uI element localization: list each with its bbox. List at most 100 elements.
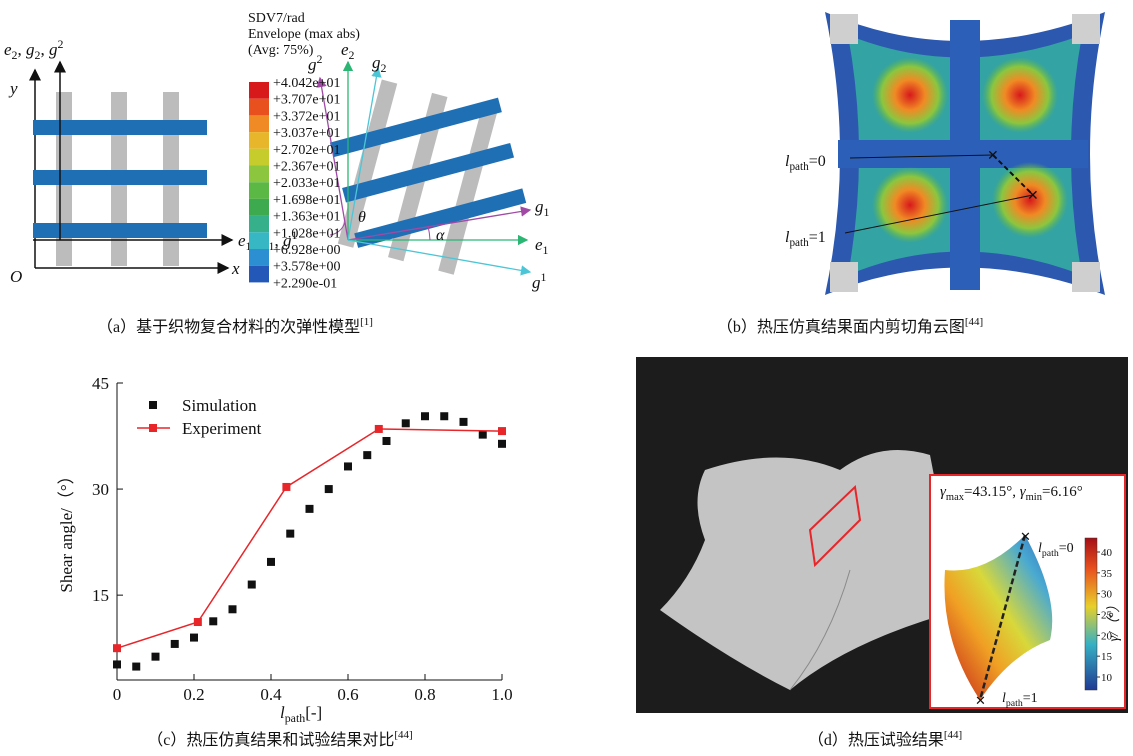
legend-label: +6.928e+00 bbox=[273, 243, 341, 258]
x-tick-label: 0.4 bbox=[260, 685, 282, 704]
legend-marker bbox=[149, 401, 157, 409]
subscript: 2 bbox=[381, 61, 387, 75]
symbol-label: e1 bbox=[535, 235, 549, 257]
legend-label: +3.707e+01 bbox=[273, 93, 341, 108]
subscript: 1 bbox=[543, 243, 549, 257]
symbol-label: lpath=1 bbox=[785, 229, 826, 249]
legend-swatch bbox=[249, 249, 269, 266]
colorbar-tick-label: 10 bbox=[1101, 672, 1113, 684]
data-point bbox=[113, 660, 121, 668]
data-point bbox=[171, 640, 179, 648]
legend-swatch bbox=[249, 266, 269, 283]
caption: （d）热压试验结果[44] bbox=[808, 729, 962, 749]
subscript: min bbox=[1026, 492, 1043, 503]
subscript: path bbox=[285, 711, 306, 725]
subscript: max bbox=[946, 492, 965, 503]
legend-title: Envelope (max abs) bbox=[248, 27, 360, 42]
symbol-label: lpath[-] bbox=[280, 703, 322, 725]
x-tick-label: 0.2 bbox=[183, 685, 204, 704]
y-axis-title: Shear angle/（°） bbox=[57, 467, 76, 592]
caption: （b）热压仿真结果面内剪切角云图[44] bbox=[717, 316, 983, 336]
figure: e2, g2, g2e1, g1, g1yxOg2e2g2g1e1g1θα（a）… bbox=[0, 0, 1133, 756]
legend-label: +2.367e+01 bbox=[273, 160, 341, 175]
data-point bbox=[440, 412, 448, 420]
symbol-label: g2 bbox=[372, 53, 387, 75]
symbol-rest: =1 bbox=[1023, 691, 1038, 706]
legend-swatch bbox=[249, 99, 269, 116]
caption: （a）基于织物复合材料的次弹性模型[1] bbox=[97, 316, 373, 336]
data-point bbox=[498, 440, 506, 448]
legend-swatch bbox=[249, 182, 269, 199]
caption-ref: [44] bbox=[394, 729, 412, 741]
marker-x: ✕ bbox=[1020, 529, 1031, 544]
panel-d: γmax=43.15°, γmin=6.16°lpath=0lpath=1✕✕1… bbox=[636, 357, 1128, 749]
legend-swatch bbox=[249, 132, 269, 149]
legend-label: +1.698e+01 bbox=[273, 193, 341, 208]
caption-text: （a）基于织物复合材料的次弹性模型 bbox=[97, 318, 360, 336]
legend-label: +1.363e+01 bbox=[273, 210, 341, 225]
data-point bbox=[460, 418, 468, 426]
y-tick-label: 30 bbox=[92, 480, 109, 499]
colorbar-tick-label: 35 bbox=[1101, 568, 1113, 580]
caption-ref: [1] bbox=[360, 316, 373, 328]
symbol-letter: g bbox=[532, 273, 541, 292]
legend-swatch bbox=[249, 149, 269, 166]
x-tick-label: 0.6 bbox=[337, 685, 358, 704]
symbol-rest: =6.16° bbox=[1042, 484, 1083, 500]
x-tick-label: 0 bbox=[113, 685, 122, 704]
data-point bbox=[248, 581, 256, 589]
subscript: 1 bbox=[544, 205, 550, 219]
legend-title: (Avg: 75%) bbox=[248, 43, 314, 58]
subscript: path bbox=[789, 161, 809, 173]
caption-text: （c）热压仿真结果和试验结果对比 bbox=[147, 731, 394, 749]
subscript: 2 bbox=[349, 48, 355, 62]
caption-ref: [44] bbox=[965, 316, 983, 328]
x-tick-label: 0.8 bbox=[414, 685, 435, 704]
legend-marker bbox=[149, 424, 157, 432]
data-point bbox=[375, 425, 383, 433]
data-point bbox=[479, 431, 487, 439]
series-line bbox=[117, 429, 502, 648]
caption-ref: [44] bbox=[944, 729, 962, 741]
symbol-letter: g bbox=[372, 53, 381, 72]
legend-label: Simulation bbox=[182, 396, 257, 415]
legend-swatch bbox=[249, 199, 269, 216]
separator: , bbox=[18, 40, 27, 59]
legend-label: +4.042e+01 bbox=[273, 76, 341, 91]
legend-label: +3.372e+01 bbox=[273, 109, 341, 124]
symbol-letter: g bbox=[535, 197, 544, 216]
data-point bbox=[325, 485, 333, 493]
marker-x: ✕ bbox=[987, 149, 999, 164]
symbol-letter: g bbox=[26, 40, 35, 59]
data-point bbox=[306, 505, 314, 513]
symbol-rest: [-] bbox=[305, 703, 322, 722]
separator: , bbox=[40, 40, 49, 59]
symbol-rest: =1 bbox=[809, 229, 826, 246]
subscript: path bbox=[1042, 548, 1059, 559]
legend-swatch bbox=[249, 166, 269, 183]
data-point bbox=[498, 427, 506, 435]
superscript: 2 bbox=[57, 37, 63, 51]
legend-swatch bbox=[249, 232, 269, 249]
y-tick-label: 15 bbox=[92, 586, 109, 605]
symbol-rest: =0 bbox=[809, 153, 826, 170]
symbol-label: e2 bbox=[341, 40, 355, 62]
symbol-letter: g bbox=[49, 40, 58, 59]
theta-label: θ bbox=[358, 209, 366, 226]
origin-label: O bbox=[10, 267, 22, 286]
legend-swatch bbox=[249, 115, 269, 132]
marker-x: ✕ bbox=[975, 693, 986, 708]
x-axis-label: x bbox=[231, 259, 240, 278]
caption-text: （b）热压仿真结果面内剪切角云图 bbox=[717, 318, 965, 336]
data-point bbox=[383, 437, 391, 445]
data-point bbox=[152, 653, 160, 661]
marker-x: ✕ bbox=[1027, 189, 1039, 204]
legend-swatch bbox=[249, 82, 269, 99]
legend-label: +2.702e+01 bbox=[273, 143, 341, 158]
data-point bbox=[286, 530, 294, 538]
symbol-label: g1 bbox=[535, 197, 550, 219]
symbol-label: e2, g2, g2 bbox=[4, 37, 63, 62]
caption: （c）热压仿真结果和试验结果对比[44] bbox=[147, 729, 412, 749]
colorbar-tick-label: 15 bbox=[1101, 651, 1113, 663]
colorbar-tick-label: 40 bbox=[1101, 547, 1113, 559]
